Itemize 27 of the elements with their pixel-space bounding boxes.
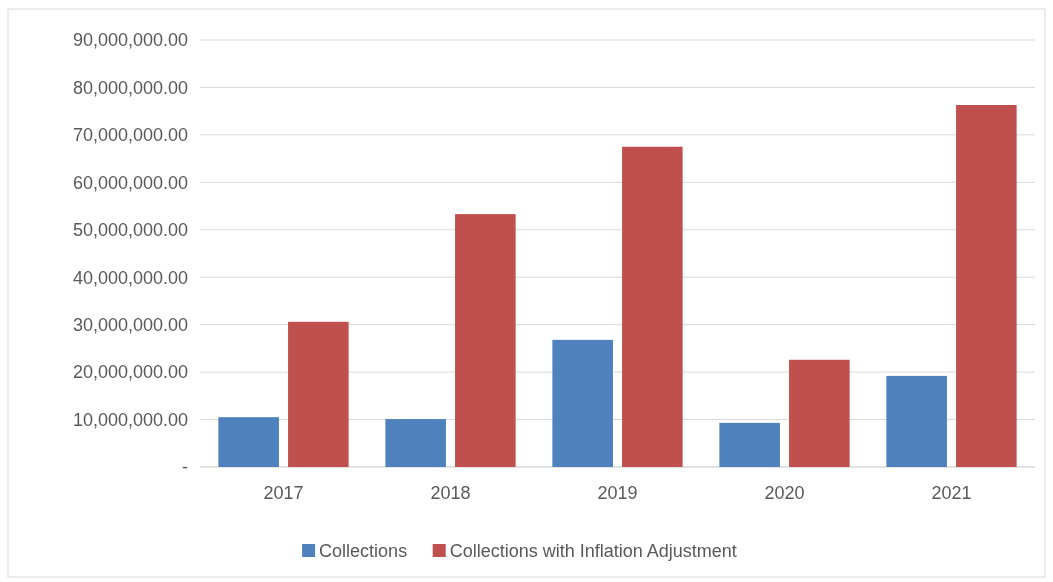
bar (719, 422, 780, 467)
y-tick-label: 10,000,000.00 (72, 409, 188, 430)
bar (552, 339, 613, 467)
bar (789, 359, 850, 467)
bar (956, 105, 1017, 467)
x-tick-label: 2019 (597, 483, 638, 503)
x-tick-label: 2021 (931, 483, 972, 503)
bar (622, 146, 683, 467)
y-tick-label: 30,000,000.00 (72, 314, 188, 335)
y-tick-label: 70,000,000.00 (72, 125, 188, 146)
y-tick-label: - (182, 457, 188, 478)
legend-label: Collections (319, 541, 408, 562)
x-tick-label: 2018 (430, 483, 471, 503)
y-tick-label: 60,000,000.00 (72, 172, 188, 193)
x-tick-label: 2020 (764, 483, 805, 503)
y-tick-label: 80,000,000.00 (72, 77, 188, 98)
bar (455, 214, 516, 467)
bar (288, 321, 349, 467)
bar (886, 375, 947, 467)
y-tick-label: 50,000,000.00 (72, 220, 188, 241)
legend-label: Collections with Inflation Adjustment (449, 541, 737, 562)
y-tick-label: 40,000,000.00 (72, 267, 188, 288)
y-tick-label: 20,000,000.00 (72, 362, 188, 383)
bar (385, 419, 446, 467)
x-tick-label: 2017 (263, 483, 304, 503)
bar (218, 417, 279, 467)
y-tick-label: 90,000,000.00 (72, 30, 188, 51)
